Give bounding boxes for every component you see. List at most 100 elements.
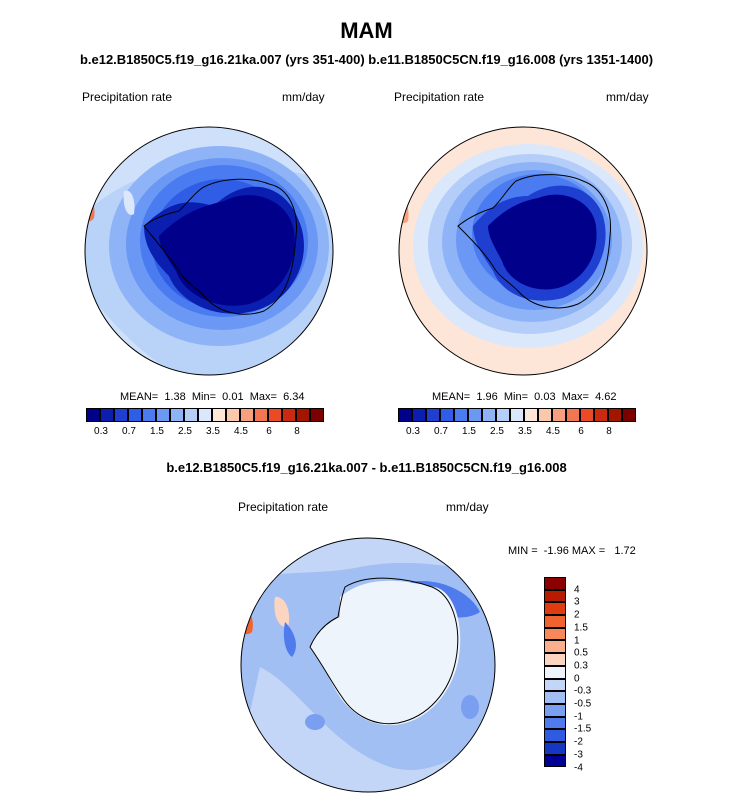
- colorbar-swatch: [454, 408, 468, 422]
- colorbar-swatch: [156, 408, 170, 422]
- colorbar-swatch: [544, 577, 566, 590]
- colorbar-swatch: [544, 640, 566, 654]
- colorbar-tick-label: 1.5: [150, 426, 164, 437]
- colorbar-tick-label: 0: [574, 673, 580, 685]
- panel1-map: [84, 126, 334, 376]
- colorbar-swatch: [544, 602, 566, 616]
- colorbar-swatch: [544, 716, 566, 730]
- colorbar-tick-label: 0.7: [434, 426, 448, 437]
- colorbar-swatch: [544, 665, 566, 679]
- diff-minmax: MIN = -1.96 MAX = 1.72: [508, 545, 636, 557]
- colorbar-swatch: [544, 741, 566, 755]
- colorbar-tick-label: 2.5: [490, 426, 504, 437]
- diff-variable: Precipitation rate: [238, 500, 329, 514]
- colorbar-tick-label: 4: [574, 584, 580, 596]
- panel2-colorbar: [398, 408, 636, 422]
- colorbar-tick-label: 0.5: [574, 647, 588, 659]
- colorbar-tick-label: 2.5: [178, 426, 192, 437]
- colorbar-swatch: [128, 408, 142, 422]
- colorbar-swatch: [552, 408, 566, 422]
- colorbar-tick-label: 1: [574, 635, 580, 646]
- diff-units: mm/day: [446, 500, 489, 514]
- colorbar-swatch: [86, 408, 100, 422]
- colorbar-swatch: [310, 408, 324, 422]
- colorbar-swatch: [544, 754, 566, 768]
- colorbar-tick-label: 8: [606, 426, 612, 437]
- panel1-colorbar-ticks: 0.3 0.7 1.5 2.5 3.5 4.5 6 8: [86, 426, 392, 440]
- panel2-map: [398, 126, 648, 376]
- colorbar-swatch: [412, 408, 426, 422]
- case-subtitle: b.e12.B1850C5.f19_g16.21ka.007 (yrs 351-…: [79, 52, 654, 67]
- colorbar-tick-label: -4: [574, 762, 583, 773]
- colorbar-tick-label: 0.3: [94, 426, 108, 437]
- colorbar-tick-label: 1.5: [574, 622, 588, 634]
- colorbar-swatch: [482, 408, 496, 422]
- diff-colorbar: [544, 577, 566, 768]
- colorbar-tick-label: -1.5: [574, 723, 592, 735]
- colorbar-swatch: [510, 408, 524, 422]
- colorbar-tick-label: 3: [574, 596, 580, 608]
- panel2-variable: Precipitation rate: [394, 90, 485, 104]
- colorbar-swatch: [544, 678, 566, 692]
- panel1-units: mm/day: [282, 90, 325, 104]
- diff-map: [240, 537, 496, 793]
- colorbar-tick-label: 2: [574, 609, 580, 621]
- colorbar-swatch: [114, 408, 128, 422]
- colorbar-tick-label: -0.3: [574, 685, 592, 697]
- colorbar-swatch: [398, 408, 412, 422]
- colorbar-tick-label: -0.5: [574, 698, 592, 710]
- colorbar-tick-label: -1: [574, 711, 583, 723]
- colorbar-tick-label: 3.5: [518, 426, 532, 437]
- colorbar-swatch: [566, 408, 580, 422]
- colorbar-swatch: [524, 408, 538, 422]
- colorbar-swatch: [184, 408, 198, 422]
- colorbar-swatch: [282, 408, 296, 422]
- colorbar-swatch: [240, 408, 254, 422]
- colorbar-tick-label: 1.5: [462, 426, 476, 437]
- colorbar-swatch: [622, 408, 636, 422]
- colorbar-swatch: [440, 408, 454, 422]
- colorbar-tick-label: 6: [578, 426, 584, 437]
- colorbar-swatch: [538, 408, 552, 422]
- colorbar-swatch: [142, 408, 156, 422]
- colorbar-swatch: [544, 627, 566, 641]
- colorbar-swatch: [580, 408, 594, 422]
- colorbar-tick-label: -2: [574, 736, 583, 748]
- colorbar-swatch: [544, 729, 566, 742]
- colorbar-swatch: [100, 408, 114, 422]
- colorbar-swatch: [594, 408, 608, 422]
- colorbar-swatch: [268, 408, 282, 422]
- colorbar-swatch: [468, 408, 482, 422]
- colorbar-swatch: [296, 408, 310, 422]
- panel2-colorbar-ticks: 0.3 0.7 1.5 2.5 3.5 4.5 6 8: [398, 426, 704, 440]
- colorbar-swatch: [544, 653, 566, 666]
- colorbar-tick-label: 0.7: [122, 426, 136, 437]
- colorbar-swatch: [426, 408, 440, 422]
- colorbar-swatch: [212, 408, 226, 422]
- colorbar-tick-label: 8: [294, 426, 300, 437]
- colorbar-tick-label: 6: [266, 426, 272, 437]
- colorbar-swatch: [544, 589, 566, 603]
- colorbar-tick-label: 0.3: [406, 426, 420, 437]
- colorbar-swatch: [544, 691, 566, 704]
- colorbar-swatch: [544, 615, 566, 628]
- colorbar-swatch: [226, 408, 240, 422]
- panel1-stats: MEAN= 1.38 Min= 0.01 Max= 6.34: [120, 391, 305, 403]
- colorbar-swatch: [608, 408, 622, 422]
- colorbar-tick-label: 3.5: [206, 426, 220, 437]
- colorbar-swatch: [170, 408, 184, 422]
- colorbar-tick-label: -3: [574, 749, 583, 761]
- panel2-stats: MEAN= 1.96 Min= 0.03 Max= 4.62: [432, 391, 617, 403]
- diff-subtitle: b.e12.B1850C5.f19_g16.21ka.007 - b.e11.B…: [166, 460, 567, 475]
- colorbar-swatch: [544, 703, 566, 717]
- panel1-variable: Precipitation rate: [82, 90, 173, 104]
- page-title: MAM: [340, 18, 393, 43]
- colorbar-swatch: [198, 408, 212, 422]
- colorbar-tick-label: 4.5: [234, 426, 248, 437]
- colorbar-swatch: [254, 408, 268, 422]
- panel1-colorbar: [86, 408, 324, 422]
- colorbar-swatch: [496, 408, 510, 422]
- panel2-units: mm/day: [606, 90, 649, 104]
- diff-colorbar-ticks: 4 3 2 1.5 1 0.5 0.3 0 -0.3 -0.5 -1 -1.5 -2 -3 -4: [574, 577, 614, 773]
- colorbar-tick-label: 4.5: [546, 426, 560, 437]
